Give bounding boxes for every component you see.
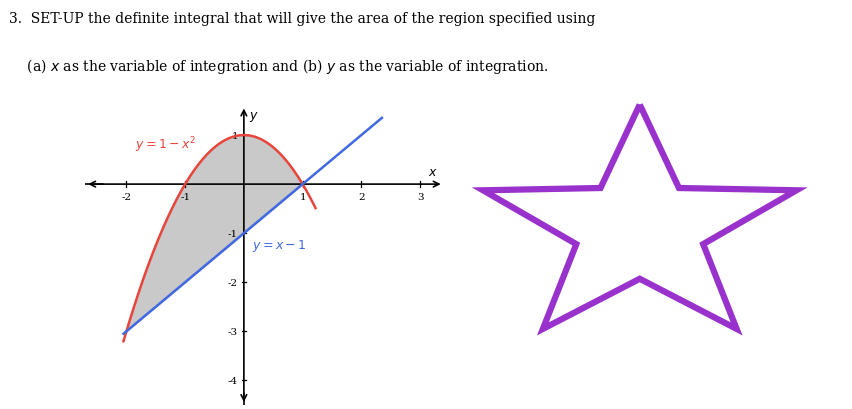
- Text: (a) $x$ as the variable of integration and (b) $y$ as the variable of integratio: (a) $x$ as the variable of integration a…: [9, 57, 547, 76]
- Text: $y$: $y$: [249, 110, 259, 124]
- Text: 1: 1: [231, 131, 238, 140]
- Text: 1: 1: [299, 193, 306, 202]
- Text: 3: 3: [417, 193, 423, 202]
- Text: -1: -1: [180, 193, 190, 202]
- Text: 3.  SET-UP the definite integral that will give the area of the region specified: 3. SET-UP the definite integral that wil…: [9, 12, 594, 26]
- Text: $x$: $x$: [428, 165, 437, 178]
- Text: -4: -4: [227, 376, 238, 385]
- Text: -2: -2: [121, 193, 131, 202]
- Text: 2: 2: [358, 193, 364, 202]
- Text: $y = 1 - x^2$: $y = 1 - x^2$: [135, 135, 196, 154]
- Text: -1: -1: [227, 229, 238, 238]
- Text: -2: -2: [227, 278, 238, 287]
- Text: -3: -3: [227, 327, 238, 336]
- Text: $y = x - 1$: $y = x - 1$: [252, 238, 306, 254]
